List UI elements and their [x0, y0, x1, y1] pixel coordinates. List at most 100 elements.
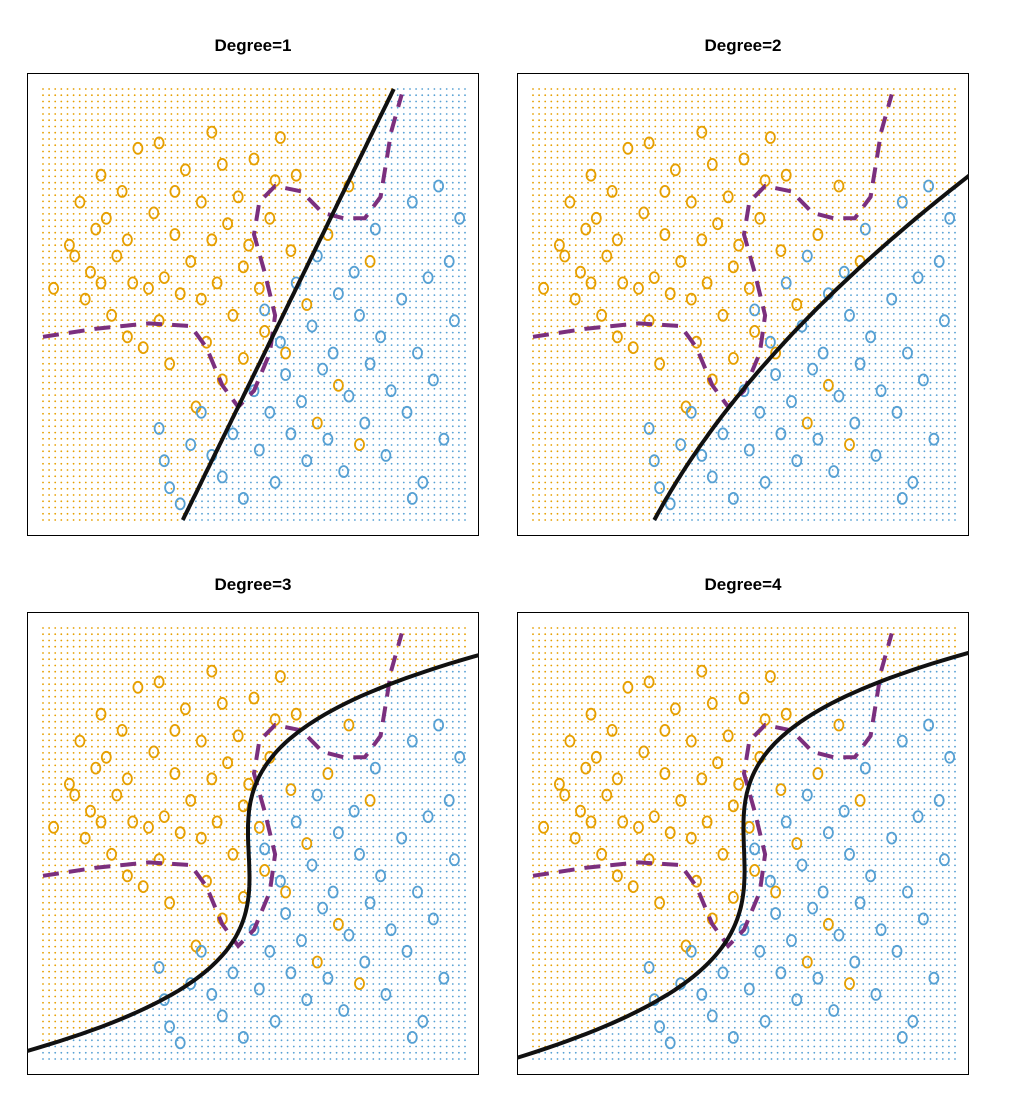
- grid-dot: [256, 431, 258, 434]
- grid-dot: [299, 263, 301, 265]
- grid-dot: [91, 175, 93, 178]
- grid-dot: [195, 138, 197, 140]
- grid-dot: [140, 394, 142, 396]
- grid-dot: [451, 219, 454, 222]
- grid-dot: [402, 200, 405, 203]
- grid-dot: [72, 281, 75, 284]
- grid-dot: [225, 181, 228, 184]
- grid-dot: [415, 288, 417, 290]
- grid-dot: [146, 219, 148, 222]
- grid-dot: [464, 106, 466, 109]
- grid-dot: [451, 300, 454, 303]
- grid-dot: [268, 244, 271, 247]
- grid-dot: [262, 319, 265, 321]
- grid-dot: [237, 519, 240, 521]
- grid-dot: [305, 131, 307, 134]
- grid-dot: [91, 269, 93, 271]
- grid-dot: [170, 100, 173, 103]
- grid-dot: [91, 219, 93, 222]
- grid-dot: [109, 344, 112, 346]
- grid-dot: [439, 500, 442, 503]
- grid-dot: [317, 100, 320, 103]
- grid-dot: [72, 481, 75, 484]
- grid-dot: [188, 444, 191, 446]
- grid-dot: [396, 456, 399, 459]
- grid-dot: [97, 356, 99, 359]
- grid-dot: [164, 175, 167, 178]
- grid-dot: [164, 387, 167, 390]
- grid-dot: [176, 125, 179, 128]
- grid-dot: [201, 219, 203, 222]
- grid-dot: [439, 506, 442, 509]
- grid-dot: [164, 238, 167, 240]
- grid-dot: [458, 300, 460, 303]
- grid-dot: [225, 444, 228, 446]
- grid-dot: [182, 244, 185, 247]
- grid-dot: [329, 100, 332, 103]
- grid-dot: [311, 519, 313, 521]
- grid-dot: [378, 494, 381, 496]
- grid-dot: [305, 419, 307, 421]
- orange-point: [122, 233, 133, 247]
- grid-dot: [207, 375, 210, 378]
- grid-dot: [231, 313, 234, 315]
- grid-dot: [164, 313, 167, 315]
- grid-dot: [341, 119, 344, 122]
- grid-dot: [262, 213, 265, 215]
- grid-dot: [311, 469, 313, 471]
- grid-dot: [91, 113, 93, 115]
- grid-dot: [127, 100, 130, 103]
- grid-dot: [164, 306, 167, 309]
- grid-dot: [231, 431, 234, 434]
- grid-dot: [188, 275, 191, 278]
- grid-dot: [360, 469, 362, 471]
- grid-dot: [170, 131, 173, 134]
- grid-dot: [237, 231, 240, 234]
- grid-dot: [213, 381, 216, 384]
- grid-dot: [317, 362, 320, 365]
- grid-dot: [213, 469, 216, 471]
- grid-dot: [54, 494, 57, 496]
- grid-dot: [366, 494, 368, 496]
- grid-dot: [219, 456, 222, 459]
- grid-dot: [427, 300, 430, 303]
- grid-dot: [299, 412, 301, 415]
- grid-dot: [42, 156, 44, 159]
- grid-dot: [402, 219, 405, 222]
- grid-dot: [415, 400, 417, 403]
- grid-dot: [84, 244, 87, 247]
- grid-dot: [286, 106, 289, 109]
- orange-point: [158, 271, 170, 285]
- grid-dot: [458, 181, 460, 184]
- grid-dot: [84, 469, 87, 471]
- grid-dot: [262, 138, 265, 140]
- grid-dot: [54, 200, 57, 203]
- grid-dot: [274, 231, 277, 234]
- grid-dot: [409, 125, 411, 128]
- grid-dot: [66, 387, 69, 390]
- grid-dot: [360, 313, 362, 315]
- grid-dot: [237, 506, 240, 509]
- grid-dot: [42, 431, 44, 434]
- grid-dot: [91, 375, 93, 378]
- grid-dot: [299, 225, 301, 228]
- grid-dot: [219, 494, 222, 496]
- grid-dot: [97, 188, 99, 190]
- grid-dot: [140, 250, 142, 253]
- grid-dot: [335, 181, 338, 184]
- grid-dot: [237, 238, 240, 240]
- grid-dot: [390, 419, 393, 421]
- grid-dot: [48, 500, 50, 503]
- grid-dot: [164, 138, 167, 140]
- grid-dot: [66, 300, 69, 303]
- grid-dot: [121, 381, 124, 384]
- grid-dot: [464, 288, 466, 290]
- grid-dot: [360, 281, 362, 284]
- grid-dot: [335, 119, 338, 122]
- grid-dot: [427, 194, 430, 197]
- grid-dot: [335, 300, 338, 303]
- grid-dot: [341, 375, 344, 378]
- grid-dot: [311, 431, 313, 434]
- grid-dot: [146, 506, 148, 509]
- grid-dot: [402, 444, 405, 446]
